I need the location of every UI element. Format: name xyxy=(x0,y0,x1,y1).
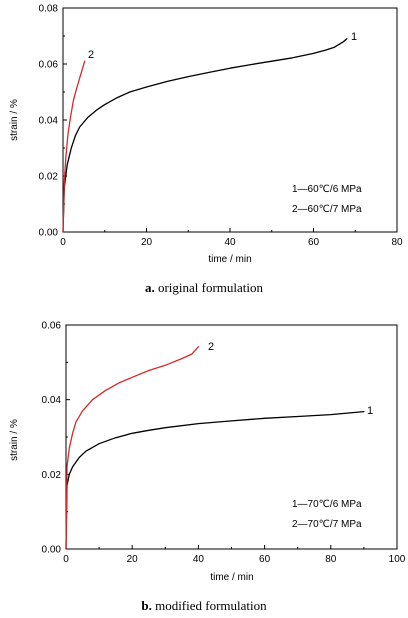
chart-b-caption-letter: b. xyxy=(141,598,151,613)
chart-b-y-tick-label-1: 0.02 xyxy=(42,470,62,481)
chart-b: 0 20 40 60 80 100 0.00 0.02 0.04 0.06 time / min… xyxy=(9,321,406,614)
chart-b-series-1-line xyxy=(65,410,365,550)
chart-a-x-ticks: 0 20 40 60 80 xyxy=(60,228,403,248)
chart-a-legend-entry-2: 2—60℃/7 MPa xyxy=(292,204,362,215)
chart-b-curve-label-1: 1 xyxy=(367,405,373,417)
chart-b-caption: b. modified formulation xyxy=(141,598,267,613)
chart-b-y-tick-label-3: 0.06 xyxy=(42,321,62,332)
chart-a-x-axis-title: time / min xyxy=(208,254,251,265)
chart-a-caption-letter: a. xyxy=(145,280,155,295)
chart-b-x-ticks: 0 20 40 60 80 100 xyxy=(63,545,406,565)
chart-b-x-tick-label-2: 40 xyxy=(193,554,205,565)
chart-b-y-ticks: 0.00 0.02 0.04 0.06 xyxy=(42,321,70,556)
chart-b-legend-entry-1: 1—70℃/6 MPa xyxy=(292,499,362,510)
chart-a-x-tick-label-3: 60 xyxy=(308,237,320,248)
chart-b-caption-text: modified formulation xyxy=(155,598,267,613)
chart-b-x-tick-label-4: 80 xyxy=(325,554,337,565)
chart-b-x-tick-label-5: 100 xyxy=(389,554,406,565)
chart-a-y-tick-label-3: 0.06 xyxy=(39,60,59,71)
chart-a-y-tick-label-4: 0.08 xyxy=(39,4,59,15)
chart-a-x-tick-label-1: 20 xyxy=(141,237,153,248)
chart-a-x-tick-label-4: 80 xyxy=(391,237,403,248)
chart-a-caption-text: original formulation xyxy=(158,280,264,295)
chart-b-x-tick-label-1: 20 xyxy=(127,554,139,565)
chart-a-frame xyxy=(62,7,398,233)
chart-a-y-tick-label-0: 0.00 xyxy=(39,228,59,239)
chart-a-x-tick-label-0: 0 xyxy=(60,237,66,248)
chart-a-x-tick-label-2: 40 xyxy=(224,237,236,248)
chart-b-y-tick-label-0: 0.00 xyxy=(42,545,62,556)
chart-b-x-axis-title: time / min xyxy=(210,572,253,583)
chart-b-y-tick-label-2: 0.04 xyxy=(42,395,62,406)
chart-a-y-axis-title: strain / % xyxy=(9,99,20,141)
chart-a: 0 20 40 60 80 0.00 0.02 0.04 0.06 0.08 time / mi… xyxy=(9,4,403,296)
chart-a-series xyxy=(62,38,348,233)
chart-a-series-1-line xyxy=(62,38,348,233)
chart-b-curve-label-2: 2 xyxy=(208,341,214,353)
chart-a-legend-entry-1: 1—60℃/6 MPa xyxy=(292,184,362,195)
chart-a-y-tick-label-1: 0.02 xyxy=(39,172,59,183)
chart-b-series xyxy=(65,346,365,550)
chart-b-legend-entry-2: 2—70℃/7 MPa xyxy=(292,519,362,530)
chart-a-series-2-line xyxy=(62,60,86,233)
chart-a-y-tick-label-2: 0.04 xyxy=(39,116,59,127)
chart-b-y-axis-title: strain / % xyxy=(9,419,20,461)
chart-a-caption: a. original formulation xyxy=(145,280,264,295)
chart-b-series-2-line xyxy=(65,346,200,550)
chart-b-x-tick-label-3: 60 xyxy=(259,554,271,565)
chart-a-curve-label-2: 2 xyxy=(88,49,94,61)
chart-b-frame xyxy=(65,324,398,550)
chart-a-curve-label-1: 1 xyxy=(351,31,357,43)
chart-b-x-tick-label-0: 0 xyxy=(63,554,69,565)
